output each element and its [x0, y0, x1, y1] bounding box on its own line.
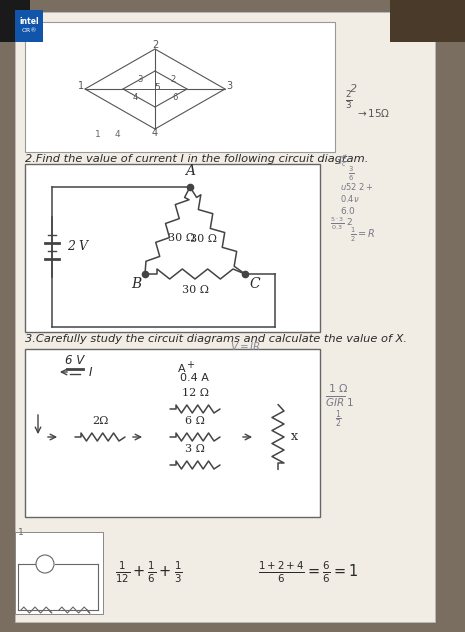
Bar	[390, 0, 465, 42]
Text: x: x	[291, 430, 298, 444]
Text: 2 V: 2 V	[67, 241, 88, 253]
Text: I: I	[89, 365, 93, 379]
Text: 3: 3	[226, 81, 232, 91]
Text: 5: 5	[154, 83, 160, 92]
Text: $3\frac{d}{c}$: $3\frac{d}{c}$	[335, 152, 347, 169]
Text: $\frac{5\cdot3}{0.3}\ 2$: $\frac{5\cdot3}{0.3}\ 2$	[330, 216, 353, 232]
Text: +: +	[186, 360, 194, 370]
Bar	[25, 349, 320, 517]
Text: 2: 2	[170, 75, 176, 83]
Text: 30 Ω: 30 Ω	[181, 285, 208, 295]
Text: $\frac{1}{12}+\frac{1}{6}+\frac{1}{3}$: $\frac{1}{12}+\frac{1}{6}+\frac{1}{3}$	[115, 559, 183, 585]
Text: OR®: OR®	[21, 28, 37, 33]
Text: $u52\ 2+$: $u52\ 2+$	[340, 181, 374, 192]
Bar	[25, 164, 320, 332]
Text: 3 Ω: 3 Ω	[185, 444, 205, 454]
Text: 6 Ω: 6 Ω	[185, 416, 205, 426]
Text: 30 Ω: 30 Ω	[191, 234, 218, 244]
Text: intel: intel	[19, 18, 39, 27]
Text: $\frac{1+2+4}{6}=\frac{6}{6}=1$: $\frac{1+2+4}{6}=\frac{6}{6}=1$	[258, 559, 359, 585]
Text: 2Ω: 2Ω	[92, 416, 108, 426]
Text: 30 Ω: 30 Ω	[168, 233, 195, 243]
Text: $V=IR$: $V=IR$	[230, 340, 261, 352]
Text: 3: 3	[137, 75, 143, 83]
Bar	[0, 0, 30, 42]
Text: $\rightarrow 15\Omega$: $\rightarrow 15\Omega$	[355, 107, 391, 119]
Text: A: A	[178, 364, 186, 374]
Text: C: C	[249, 277, 259, 291]
Text: $\frac{1}{2}$: $\frac{1}{2}$	[335, 408, 342, 430]
Text: 6 V: 6 V	[66, 355, 85, 367]
Text: 4: 4	[152, 128, 158, 138]
Text: 1: 1	[18, 528, 24, 537]
Text: $\overline{GIR}\ 1$: $\overline{GIR}\ 1$	[325, 394, 354, 409]
Text: 2: 2	[152, 40, 158, 50]
Text: $6.0$: $6.0$	[340, 205, 356, 216]
Bar	[15, 532, 103, 614]
Text: $0.4\nu$: $0.4\nu$	[340, 193, 360, 204]
Text: 4: 4	[133, 92, 138, 102]
Text: 2: 2	[350, 84, 357, 94]
Text: 0.4 A: 0.4 A	[180, 373, 209, 383]
Text: A: A	[185, 164, 195, 178]
Text: 6: 6	[173, 92, 178, 102]
Text: 1: 1	[78, 81, 84, 91]
Text: 4: 4	[115, 130, 120, 139]
Text: 2.Find the value of current I in the following circuit diagram.: 2.Find the value of current I in the fol…	[25, 154, 368, 164]
Bar	[15, 10, 43, 42]
Text: $1\ \Omega$: $1\ \Omega$	[328, 382, 349, 394]
Text: $\frac{1}{2}=R$: $\frac{1}{2}=R$	[350, 226, 375, 244]
Text: 12 Ω: 12 Ω	[181, 388, 208, 398]
Text: $\frac{3}{6}$: $\frac{3}{6}$	[348, 165, 354, 183]
Text: B: B	[131, 277, 141, 291]
Text: $\frac{2}{3}$: $\frac{2}{3}$	[345, 90, 352, 111]
Bar	[25, 22, 335, 152]
Text: 1: 1	[95, 130, 101, 139]
Text: 3.Carefully study the circuit diagrams and calculate the value of X.: 3.Carefully study the circuit diagrams a…	[25, 334, 407, 344]
